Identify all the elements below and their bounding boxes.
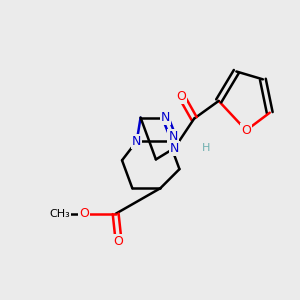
Text: O: O [79, 207, 89, 220]
Text: H: H [202, 143, 210, 153]
Text: N: N [170, 142, 179, 154]
Text: O: O [241, 124, 251, 137]
Text: N: N [168, 130, 178, 143]
Text: CH₃: CH₃ [49, 209, 70, 219]
Text: N: N [160, 111, 170, 124]
Text: N: N [132, 135, 141, 148]
Text: O: O [176, 89, 186, 103]
Text: O: O [114, 235, 124, 248]
